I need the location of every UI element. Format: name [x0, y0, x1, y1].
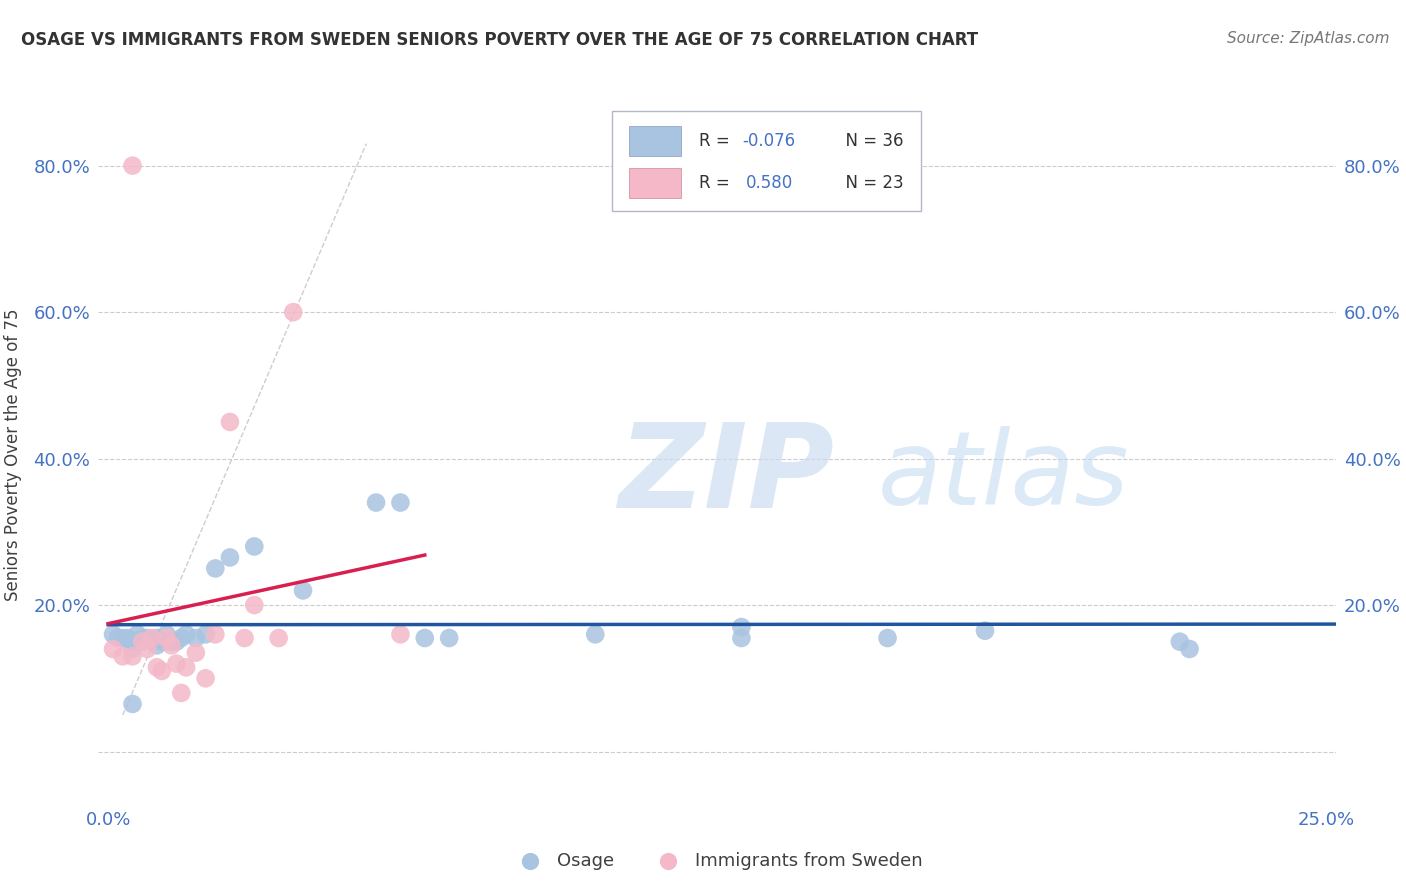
Point	[107, 631, 129, 645]
Point	[111, 649, 134, 664]
Point	[184, 646, 207, 660]
Point	[160, 634, 183, 648]
Point	[127, 627, 149, 641]
Point	[146, 631, 169, 645]
Point	[101, 642, 124, 657]
Point	[146, 660, 169, 674]
Point	[219, 550, 242, 565]
Text: Source: ZipAtlas.com: Source: ZipAtlas.com	[1226, 31, 1389, 46]
Point	[174, 627, 197, 641]
Text: 0.580: 0.580	[745, 174, 793, 192]
Y-axis label: Seniors Poverty Over the Age of 75: Seniors Poverty Over the Age of 75	[4, 309, 22, 601]
Text: OSAGE VS IMMIGRANTS FROM SWEDEN SENIORS POVERTY OVER THE AGE OF 75 CORRELATION C: OSAGE VS IMMIGRANTS FROM SWEDEN SENIORS …	[21, 31, 979, 49]
Point	[165, 657, 187, 671]
Point	[413, 631, 436, 645]
Point	[292, 583, 315, 598]
Point	[1178, 642, 1201, 657]
Text: ZIP: ZIP	[619, 418, 834, 533]
Point	[170, 631, 193, 645]
Point	[150, 634, 173, 648]
Point	[243, 598, 266, 612]
Point	[121, 634, 143, 648]
Text: N = 23: N = 23	[835, 174, 903, 192]
Point	[150, 664, 173, 678]
FancyBboxPatch shape	[630, 126, 681, 156]
Point	[219, 415, 242, 429]
Point	[165, 634, 187, 648]
Point	[121, 649, 143, 664]
Point	[156, 627, 179, 641]
Point	[121, 697, 143, 711]
Point	[730, 620, 752, 634]
Point	[389, 627, 412, 641]
Point	[267, 631, 290, 645]
Point	[243, 540, 266, 554]
Point	[141, 634, 163, 648]
Text: -0.076: -0.076	[742, 132, 794, 150]
Point	[160, 638, 183, 652]
Text: R =: R =	[699, 174, 740, 192]
Point	[437, 631, 460, 645]
Point	[174, 660, 197, 674]
Point	[194, 671, 217, 685]
Point	[131, 634, 153, 648]
Point	[204, 627, 226, 641]
Point	[389, 495, 412, 509]
FancyBboxPatch shape	[630, 168, 681, 198]
Text: R =: R =	[699, 132, 734, 150]
Point	[121, 642, 143, 657]
Point	[184, 631, 207, 645]
FancyBboxPatch shape	[612, 111, 921, 211]
Point	[141, 631, 163, 645]
Point	[136, 642, 159, 657]
Point	[111, 631, 134, 645]
Text: N = 36: N = 36	[835, 132, 903, 150]
Point	[101, 627, 124, 641]
Text: atlas: atlas	[877, 425, 1129, 525]
Legend: Osage, Immigrants from Sweden: Osage, Immigrants from Sweden	[505, 845, 929, 877]
Point	[146, 638, 169, 652]
Point	[136, 631, 159, 645]
Point	[283, 305, 305, 319]
Point	[876, 631, 898, 645]
Point	[233, 631, 256, 645]
Point	[583, 627, 606, 641]
Point	[121, 159, 143, 173]
Point	[131, 631, 153, 645]
Point	[730, 631, 752, 645]
Point	[170, 686, 193, 700]
Point	[194, 627, 217, 641]
Point	[1168, 634, 1191, 648]
Point	[156, 631, 179, 645]
Point	[204, 561, 226, 575]
Point	[117, 631, 139, 645]
Point	[364, 495, 387, 509]
Point	[974, 624, 997, 638]
